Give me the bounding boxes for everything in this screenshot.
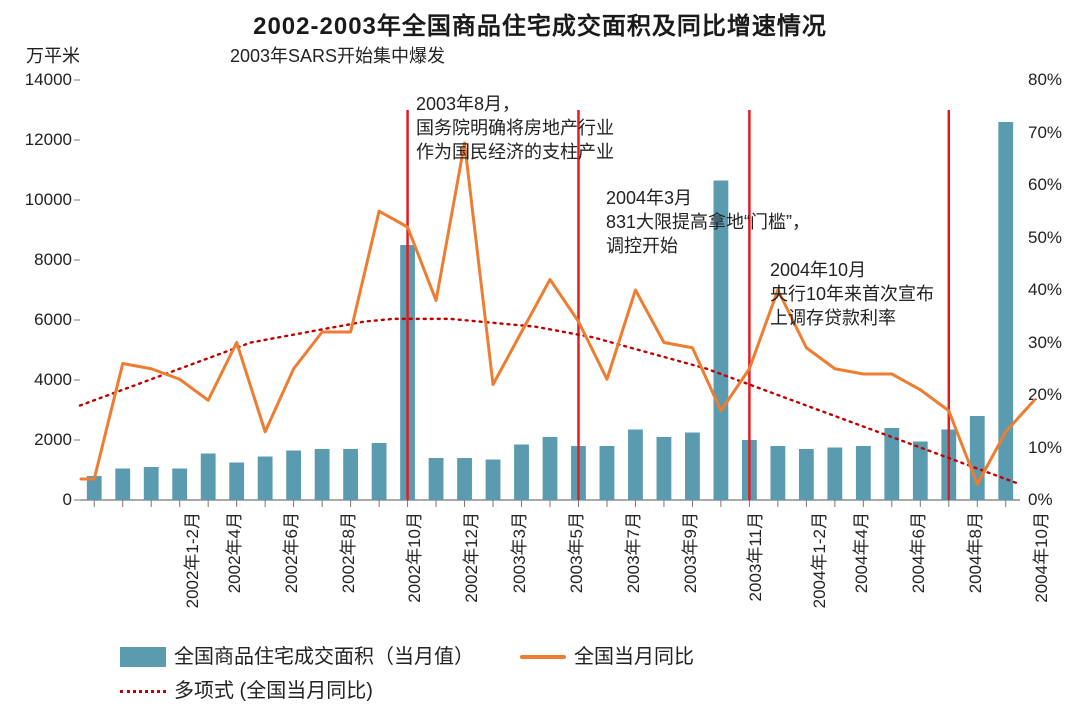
legend-bar-label: 全国商品住宅成交面积（当月值） [174, 640, 474, 674]
legend: 全国商品住宅成交面积（当月值） 全国当月同比 多项式 (全国当月同比) [120, 640, 694, 708]
legend-line-swatch [520, 655, 566, 659]
legend-bar-swatch [120, 647, 166, 667]
legend-line-label: 全国当月同比 [574, 640, 694, 674]
event-annotation: 2003年SARS开始集中爆发 [230, 44, 445, 68]
event-annotation: 2004年3月 831大限提高拿地“门槛”， 调控开始 [606, 186, 810, 258]
event-annotation: 2003年8月， 国务院明确将房地产行业 作为国民经济的支柱产业 [416, 92, 614, 164]
event-annotation: 2004年10月 央行10年来首次宣布 上调存贷款利率 [770, 258, 934, 330]
legend-trend-swatch [120, 690, 166, 693]
chart-container: 2002-2003年全国商品住宅成交面积及同比增速情况 万平米 02000400… [0, 0, 1080, 723]
legend-trend-label: 多项式 (全国当月同比) [174, 674, 373, 708]
